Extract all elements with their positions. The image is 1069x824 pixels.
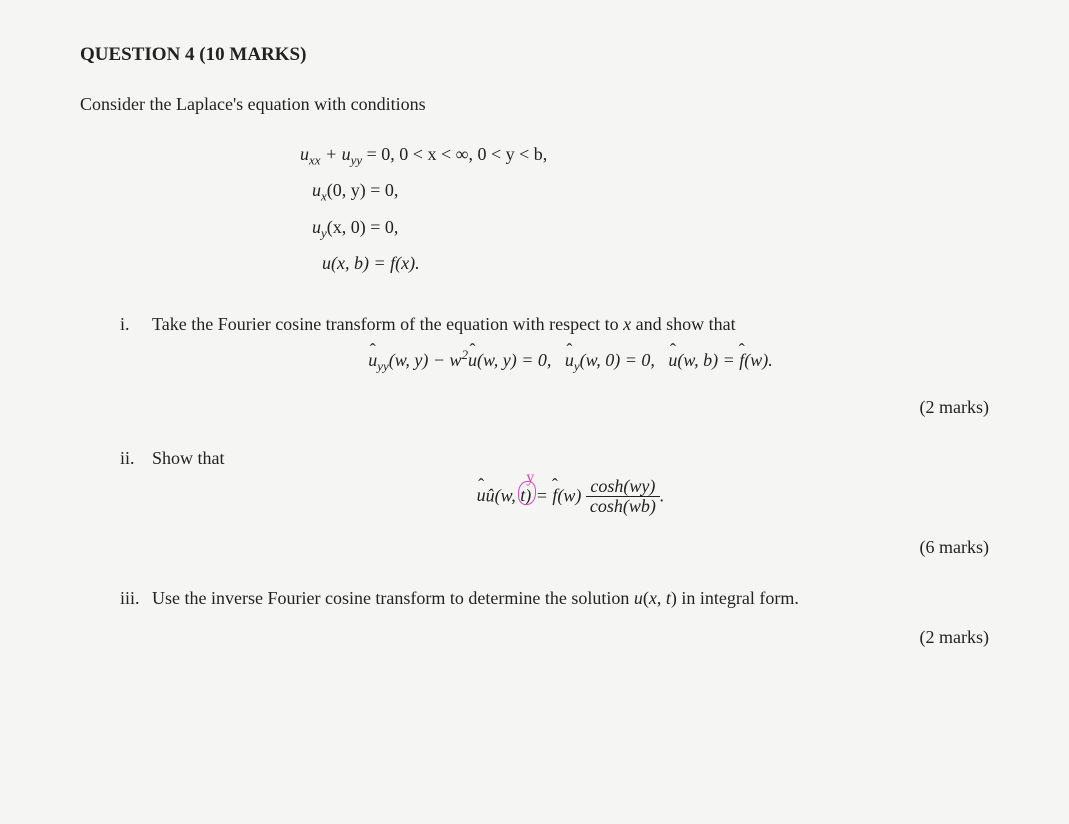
frac-num: cosh(wy) <box>586 477 660 498</box>
part-ii: ii. Show that uû(w, yt) = f(w) cosh(wy) … <box>120 444 989 523</box>
uhat-1: u <box>368 346 377 375</box>
eq1-rest: = 0, 0 < x < ∞, 0 < y < b, <box>362 144 547 164</box>
eq-ii-lhs1: û(w, <box>486 485 521 505</box>
eq3-u: u <box>312 217 321 237</box>
intro-text: Consider the Laplace's equation with con… <box>80 90 989 119</box>
eq-line-3: uy(x, 0) = 0, <box>312 210 989 246</box>
part-iii: iii. Use the inverse Fourier cosine tran… <box>120 584 989 613</box>
eq1-sub-yy: yy <box>351 153 363 168</box>
part-iii-marks: (2 marks) <box>80 623 989 652</box>
part-i-equation: uyy(w, y) − w2u(w, y) = 0, uy(w, 0) = 0,… <box>152 345 989 377</box>
uhat-3: u <box>565 346 574 375</box>
uhat-5: u <box>477 481 486 510</box>
eq-ii-fw: (w) <box>557 485 581 505</box>
question-heading: QUESTION 4 (10 MARKS) <box>80 40 989 70</box>
eq-i-end: (w). <box>744 350 773 370</box>
part-i-marks: (2 marks) <box>80 393 989 422</box>
eq-line-1: uxx + uyy = 0, 0 < x < ∞, 0 < y < b, <box>300 137 989 173</box>
part-ii-equation: uû(w, yt) = f(w) cosh(wy) cosh(wb) . <box>152 477 989 518</box>
uhat-2: u <box>468 346 477 375</box>
eq2-rest: (0, y) = 0, <box>327 180 399 200</box>
annot-y-mark: y <box>526 465 534 491</box>
eq2-u: u <box>312 180 321 200</box>
part-ii-text: Show that <box>152 444 989 473</box>
fraction: cosh(wy) cosh(wb) <box>586 477 660 518</box>
eq1-sub-xx: xx <box>309 153 321 168</box>
handwritten-annotation: yt <box>520 481 525 510</box>
eq-i-mid3a: (w, 0) = 0, <box>580 350 669 370</box>
eq-i-mid2a: (w, y) = 0, <box>477 350 565 370</box>
part-iii-text: Use the inverse Fourier cosine transform… <box>152 584 989 613</box>
eq-line-4: u(x, b) = f(x). <box>322 246 989 280</box>
part-i-num: i. <box>120 310 152 383</box>
sub-yy: yy <box>377 358 389 373</box>
eq1-plus: + u <box>321 144 351 164</box>
eq-line-2: ux(0, y) = 0, <box>312 173 989 209</box>
part-ii-marks: (6 marks) <box>80 533 989 562</box>
frac-den: cosh(wb) <box>586 497 660 517</box>
eq-ii-dot: . <box>660 485 665 505</box>
eq-i-mid1: (w, y) − w <box>389 350 462 370</box>
equation-block: uxx + uyy = 0, 0 < x < ∞, 0 < y < b, ux(… <box>300 137 989 280</box>
uhat-4: u <box>668 346 677 375</box>
fhat-2: f <box>552 481 557 510</box>
part-i-text: Take the Fourier cosine transform of the… <box>152 310 989 339</box>
fhat-1: f <box>739 346 744 375</box>
part-ii-num: ii. <box>120 444 152 523</box>
eq-i-wb: (w, b) = <box>677 350 739 370</box>
eq3-rest: (x, 0) = 0, <box>327 217 399 237</box>
eq1-u: u <box>300 144 309 164</box>
eq4-text: u(x, b) = f(x). <box>322 253 420 273</box>
part-iii-num: iii. <box>120 584 152 613</box>
eq-ii-t: t <box>520 485 525 505</box>
part-i: i. Take the Fourier cosine transform of … <box>120 310 989 383</box>
